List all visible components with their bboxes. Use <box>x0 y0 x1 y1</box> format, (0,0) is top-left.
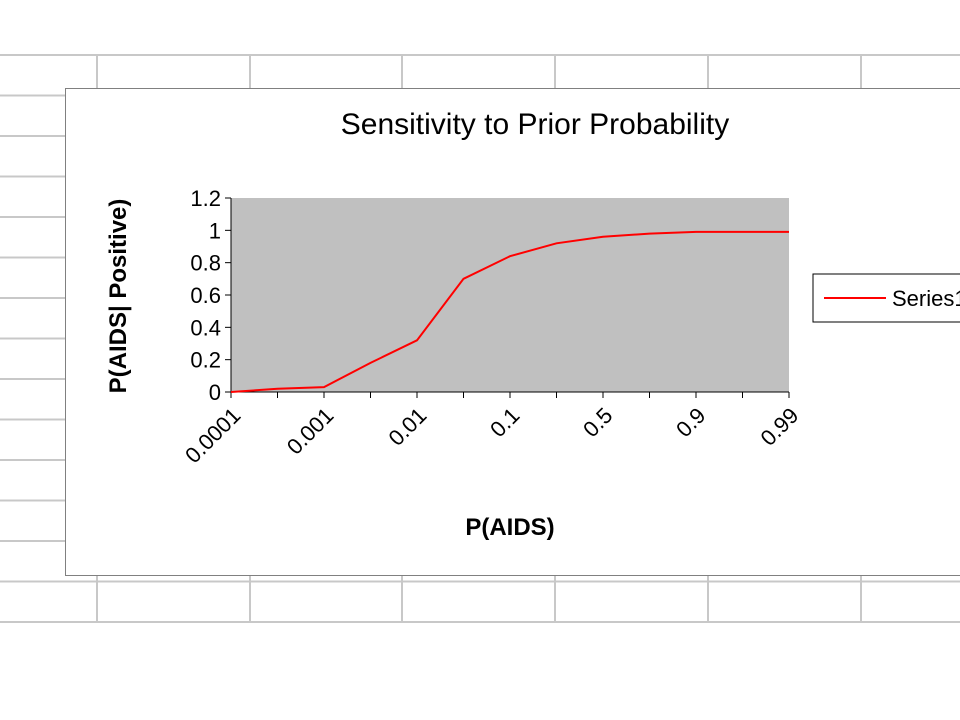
legend[interactable]: Series1 <box>812 273 960 323</box>
x-tick-label: 0.0001 <box>180 403 245 468</box>
chart-svg: Sensitivity to Prior Probability 0 0.2 0.4… <box>105 108 960 541</box>
y-tick-label: 0.6 <box>190 283 221 308</box>
y-tick-label: 0.2 <box>190 348 221 373</box>
x-tick-label: 0.9 <box>671 403 710 442</box>
series-line <box>230 230 789 393</box>
y-axis-title: P(AIDS| Positive) <box>105 199 132 394</box>
y-tick-label: 1 <box>209 218 221 243</box>
x-tick-label: 0.01 <box>383 403 431 451</box>
y-tick-label: 1.2 <box>190 186 221 211</box>
y-tick-label: 0.4 <box>190 315 221 340</box>
x-tick-label: 0.1 <box>485 403 524 442</box>
plot-area <box>231 198 789 392</box>
chart-area[interactable]: Sensitivity to Prior Probability 0 0.2 0.4… <box>65 88 960 576</box>
y-tick-label: 0 <box>209 380 221 405</box>
x-tick-label: 0.99 <box>755 403 803 451</box>
y-tick-label: 0.8 <box>190 251 221 276</box>
x-tick-label: 0.001 <box>282 403 339 460</box>
series-group <box>230 230 789 393</box>
chart-title: Sensitivity to Prior Probability <box>341 108 729 141</box>
y-axis: 0 0.2 0.4 0.6 0.8 1 1.2 <box>190 186 232 405</box>
x-axis: 0.0001 0.001 0.01 0.1 0.5 0.9 0.99 <box>180 391 803 468</box>
x-axis-title: P(AIDS) <box>465 514 554 541</box>
x-tick-label: 0.5 <box>578 403 617 442</box>
legend-series-label: Series1 <box>892 286 960 311</box>
